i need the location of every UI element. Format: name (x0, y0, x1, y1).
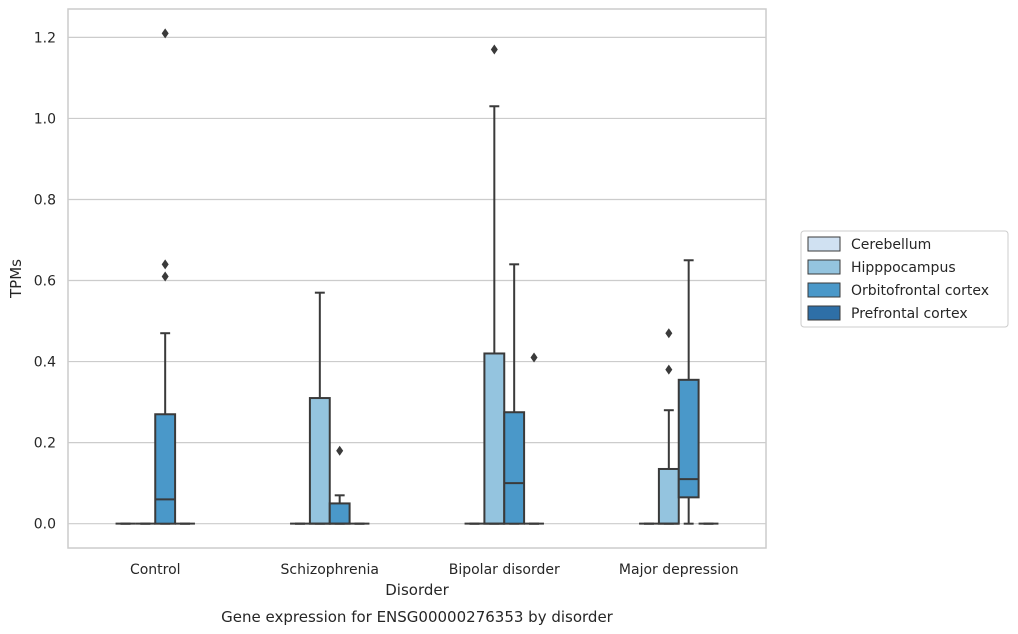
box (503, 411, 526, 525)
legend-label: Prefrontal cortex (851, 306, 968, 322)
x-axis-ticks: Control Schizophrenia Bipolar disorder Majo… (130, 562, 739, 578)
box (308, 397, 331, 525)
y-tick-label: 0.6 (34, 274, 56, 290)
outlier-point (665, 364, 673, 375)
legend-swatch (807, 305, 841, 321)
outlier-point (161, 28, 169, 39)
box (154, 413, 177, 525)
outlier-point (490, 44, 498, 55)
legend-frame (800, 230, 1009, 328)
outlier-point (665, 328, 673, 339)
legend-swatch (807, 282, 841, 298)
legend-label: Hipppocampus (851, 260, 956, 276)
box-group (657, 328, 680, 525)
legend-label: Cerebellum (851, 237, 931, 253)
y-tick-label: 0.4 (34, 355, 56, 371)
legend: Cerebellum Hipppocampus Orbitofrontal cort… (800, 230, 1009, 328)
x-axis-label: Disorder (385, 581, 449, 599)
box-group (524, 352, 544, 525)
chart-caption: Gene expression for ENSG00000276353 by d… (221, 608, 614, 626)
outlier-point (336, 445, 344, 456)
y-tick-label: 1.2 (34, 30, 56, 46)
y-tick-label: 0.8 (34, 192, 56, 208)
outlier-point (161, 271, 169, 282)
box-group (483, 44, 506, 525)
legend-label: Orbitofrontal cortex (851, 283, 989, 299)
gridlines (68, 36, 766, 525)
box-group (308, 291, 331, 525)
outlier-point (161, 259, 169, 270)
box (677, 378, 700, 499)
plot-frame (67, 8, 767, 549)
box-group (154, 28, 177, 525)
box-plot-area (115, 28, 719, 525)
x-tick-label: Schizophrenia (281, 562, 379, 578)
box-group (677, 259, 700, 525)
y-tick-label: 0.2 (34, 436, 56, 452)
box (483, 352, 506, 525)
x-tick-label: Bipolar disorder (449, 562, 560, 578)
x-tick-label: Major depression (619, 562, 739, 578)
box (657, 467, 680, 525)
legend-swatch (807, 236, 841, 252)
x-tick-label: Control (130, 562, 181, 578)
y-tick-label: 0.0 (34, 517, 56, 533)
y-axis-ticks: 0.0 0.2 0.4 0.6 0.8 1.0 1.2 (34, 30, 56, 532)
box-group (328, 445, 351, 525)
outlier-point (530, 352, 538, 363)
y-tick-label: 1.0 (34, 111, 56, 127)
y-axis-label: TPMs (7, 259, 25, 299)
box-group (503, 263, 526, 525)
box (328, 502, 351, 525)
legend-swatch (807, 259, 841, 275)
